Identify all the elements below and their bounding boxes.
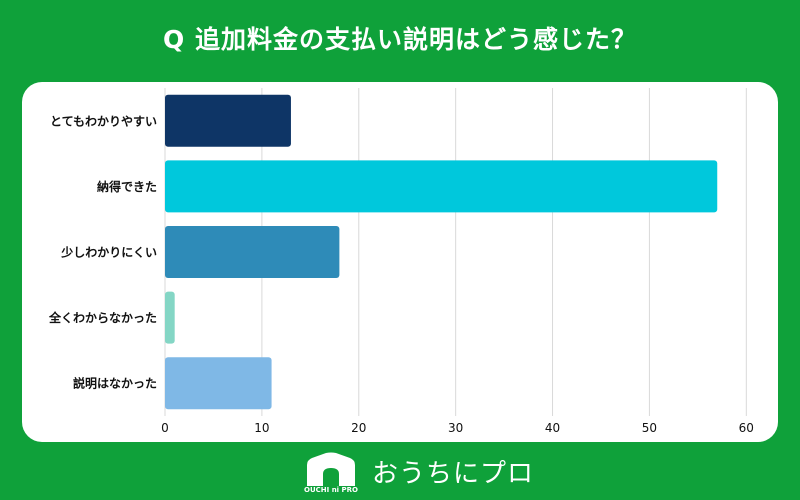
x-tick-label: 50 [642,421,657,435]
x-tick-label: 60 [739,421,754,435]
category-label: 全くわからなかった [48,310,157,325]
x-tick-label: 30 [448,421,463,435]
chart-card: とてもわかりやすい納得できた少しわかりにくい全くわからなかった説明はなかった 0… [22,82,778,442]
bar [165,226,340,278]
chart-title: Q 追加料金の支払い説明はどう感じた？ [163,25,637,54]
logo-small-text: OUCHI ni PRO [304,486,358,494]
bars [165,94,718,410]
x-tick-label: 40 [545,421,560,435]
category-label: 少しわかりにくい [60,245,157,260]
bar [165,160,718,213]
category-label: とてもわかりやすい [50,114,157,128]
bar [165,357,272,410]
category-label: 納得できた [97,179,157,194]
bar [165,94,291,147]
x-tick-labels: 0 10 20 30 40 50 60 [161,421,754,435]
footer-logo: OUCHI ni PRO おうちにプロ [302,452,534,496]
brand-name: おうちにプロ [372,459,535,489]
category-label: 説明はなかった [73,376,157,391]
house-icon: OUCHI ni PRO [302,452,360,496]
bar [165,291,175,344]
x-tick-label: 0 [161,421,169,435]
x-tick-label: 20 [351,421,366,435]
x-tick-label: 10 [254,421,269,435]
